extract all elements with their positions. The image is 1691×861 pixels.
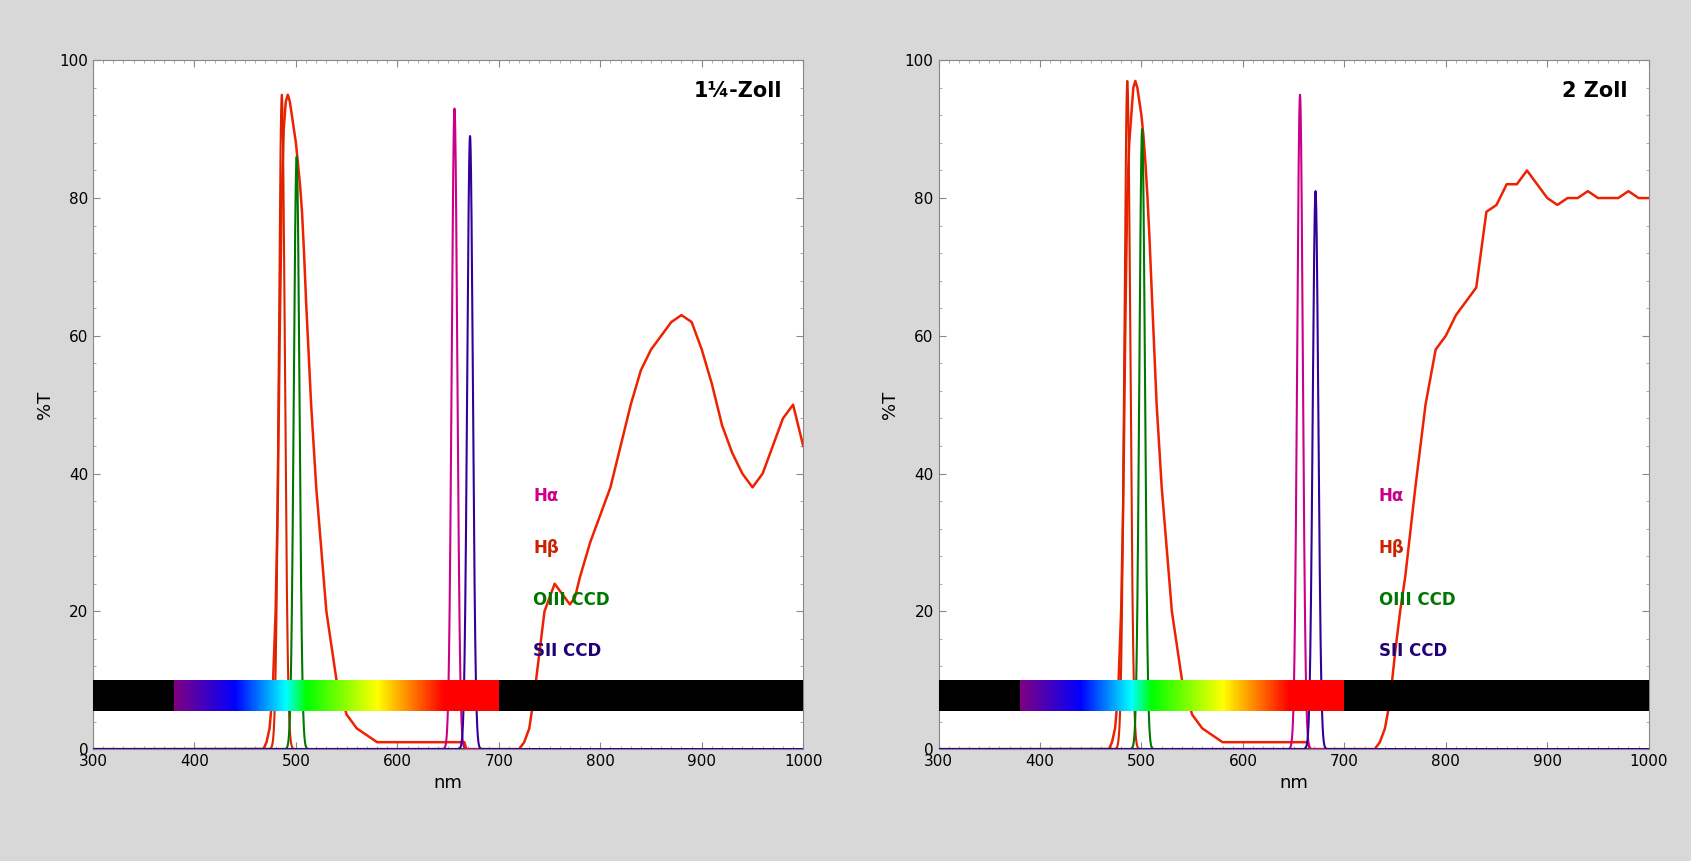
- Text: Hα: Hα: [533, 487, 558, 505]
- Text: SII CCD: SII CCD: [1378, 642, 1447, 660]
- Y-axis label: %T: %T: [881, 391, 900, 418]
- Text: Hβ: Hβ: [533, 539, 560, 557]
- Text: 2 Zoll: 2 Zoll: [1562, 81, 1627, 101]
- Bar: [939, 680, 1020, 711]
- X-axis label: nm: nm: [433, 775, 463, 792]
- Y-axis label: %T: %T: [36, 391, 54, 418]
- Bar: [1344, 680, 1649, 711]
- Text: Hβ: Hβ: [1378, 539, 1405, 557]
- Text: OIII CCD: OIII CCD: [533, 591, 610, 609]
- Bar: [93, 680, 174, 711]
- Text: SII CCD: SII CCD: [533, 642, 602, 660]
- X-axis label: nm: nm: [1278, 775, 1309, 792]
- Text: 1¼-Zoll: 1¼-Zoll: [693, 81, 781, 101]
- Text: Hα: Hα: [1378, 487, 1404, 505]
- Bar: [499, 680, 803, 711]
- Text: OIII CCD: OIII CCD: [1378, 591, 1456, 609]
